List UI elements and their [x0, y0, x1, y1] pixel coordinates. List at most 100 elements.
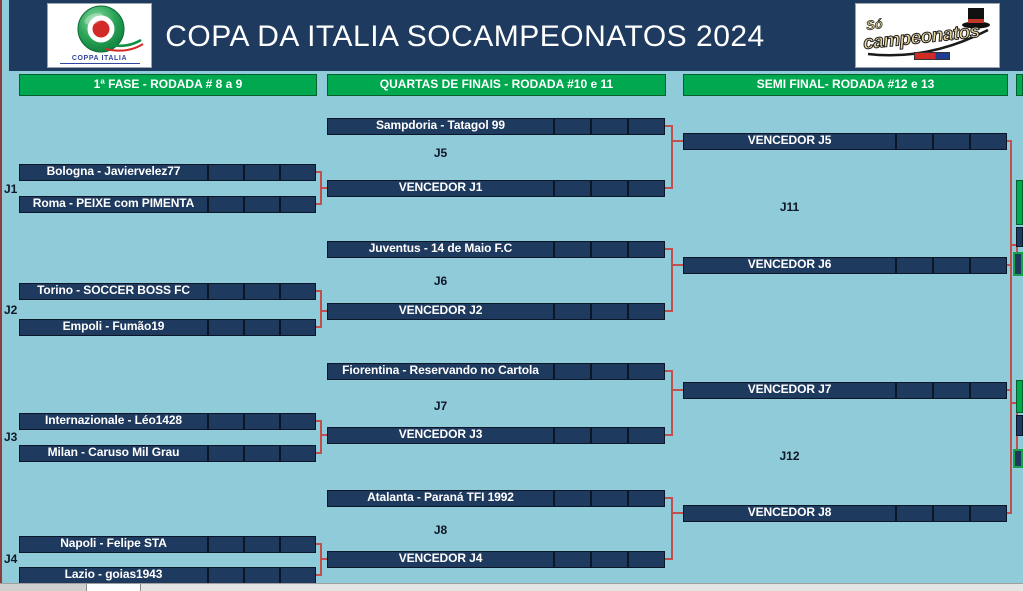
score-cell[interactable]	[590, 119, 627, 134]
score-cell[interactable]	[627, 304, 664, 319]
score-cell[interactable]	[553, 364, 590, 379]
team-name-cell[interactable]: Milan - Caruso Mil Grau	[47, 446, 180, 459]
score-cell[interactable]	[590, 304, 627, 319]
team-name-cell[interactable]: VENCEDOR J4	[398, 552, 483, 565]
score-cell[interactable]	[553, 242, 590, 257]
score-cell[interactable]	[553, 119, 590, 134]
team-name-cell[interactable]: Bologna - Javiervelez77	[46, 165, 181, 178]
score-cell[interactable]	[553, 304, 590, 319]
team-name-cell[interactable]: Atalanta - Paraná TFI 1992	[367, 491, 514, 504]
score-cell[interactable]	[207, 284, 243, 299]
score-cell[interactable]	[279, 537, 315, 552]
team-bar-vencedor-j6[interactable]: VENCEDOR J6	[683, 257, 1007, 274]
team-name-cell[interactable]: Sampdoria - Tatagol 99	[376, 119, 505, 132]
score-cell[interactable]	[590, 181, 627, 196]
score-cell[interactable]	[627, 428, 664, 443]
score-cell[interactable]	[895, 258, 932, 273]
team-bar-milan[interactable]: Milan - Caruso Mil Grau	[19, 445, 316, 462]
team-name-cell[interactable]: Fiorentina - Reservando no Cartola	[342, 364, 539, 377]
score-cell[interactable]	[932, 134, 969, 149]
score-cell[interactable]	[279, 165, 315, 180]
score-cell[interactable]	[590, 552, 627, 567]
score-cell[interactable]	[207, 414, 243, 429]
score-cell[interactable]	[243, 197, 279, 212]
team-bar-vencedor-j4[interactable]: VENCEDOR J4	[327, 551, 665, 568]
score-cell[interactable]	[553, 181, 590, 196]
score-cell[interactable]	[590, 364, 627, 379]
score-cell[interactable]	[243, 568, 279, 583]
score-cell[interactable]	[969, 258, 1006, 273]
score-cell[interactable]	[207, 320, 243, 335]
score-cell[interactable]	[932, 258, 969, 273]
score-cell[interactable]	[243, 284, 279, 299]
team-bar-vencedor-j7[interactable]: VENCEDOR J7	[683, 382, 1007, 399]
score-cell[interactable]	[932, 383, 969, 398]
score-cell[interactable]	[895, 383, 932, 398]
team-bar-napoli[interactable]: Napoli - Felipe STA	[19, 536, 316, 553]
score-cell[interactable]	[207, 537, 243, 552]
team-bar-atalanta[interactable]: Atalanta - Paraná TFI 1992	[327, 490, 665, 507]
team-name-cell[interactable]: VENCEDOR J3	[398, 428, 483, 441]
score-cell[interactable]	[969, 506, 1006, 521]
score-cell[interactable]	[553, 428, 590, 443]
team-bar-vencedor-j1[interactable]: VENCEDOR J1	[327, 180, 665, 197]
score-cell[interactable]	[243, 165, 279, 180]
score-cell[interactable]	[627, 491, 664, 506]
team-bar-empoli[interactable]: Empoli - Fumão19	[19, 319, 316, 336]
team-name-cell[interactable]: Lazio - goias1943	[64, 568, 163, 581]
team-bar-vencedor-j3[interactable]: VENCEDOR J3	[327, 427, 665, 444]
team-bar-internazionale[interactable]: Internazionale - Léo1428	[19, 413, 316, 430]
sheet-tab-inactive[interactable]	[0, 584, 86, 591]
team-name-cell[interactable]: VENCEDOR J5	[747, 134, 832, 147]
score-cell[interactable]	[279, 320, 315, 335]
score-cell[interactable]	[932, 506, 969, 521]
team-name-cell[interactable]: VENCEDOR J2	[398, 304, 483, 317]
score-cell[interactable]	[279, 568, 315, 583]
team-name-cell[interactable]: Juventus - 14 de Maio F.C	[368, 242, 513, 255]
score-cell[interactable]	[969, 383, 1006, 398]
score-cell[interactable]	[553, 552, 590, 567]
score-cell[interactable]	[279, 446, 315, 461]
team-name-cell[interactable]: VENCEDOR J7	[747, 383, 832, 396]
score-cell[interactable]	[243, 414, 279, 429]
score-cell[interactable]	[590, 242, 627, 257]
team-bar-vencedor-j8[interactable]: VENCEDOR J8	[683, 505, 1007, 522]
score-cell[interactable]	[627, 364, 664, 379]
score-cell[interactable]	[627, 242, 664, 257]
score-cell[interactable]	[243, 446, 279, 461]
score-cell[interactable]	[969, 134, 1006, 149]
score-cell[interactable]	[895, 134, 932, 149]
score-cell[interactable]	[207, 165, 243, 180]
score-cell[interactable]	[627, 119, 664, 134]
team-name-cell[interactable]: Empoli - Fumão19	[62, 320, 165, 333]
team-name-cell[interactable]: VENCEDOR J6	[747, 258, 832, 271]
team-name-cell[interactable]: VENCEDOR J8	[747, 506, 832, 519]
team-bar-sampdoria[interactable]: Sampdoria - Tatagol 99	[327, 118, 665, 135]
team-bar-vencedor-j2[interactable]: VENCEDOR J2	[327, 303, 665, 320]
team-name-cell[interactable]: VENCEDOR J1	[398, 181, 483, 194]
team-bar-torino[interactable]: Torino - SOCCER BOSS FC	[19, 283, 316, 300]
team-name-cell[interactable]: Internazionale - Léo1428	[45, 414, 182, 427]
team-name-cell[interactable]: Torino - SOCCER BOSS FC	[37, 284, 190, 297]
score-cell[interactable]	[627, 552, 664, 567]
score-cell[interactable]	[279, 284, 315, 299]
score-cell[interactable]	[207, 568, 243, 583]
team-name-cell[interactable]: Napoli - Felipe STA	[60, 537, 167, 550]
score-cell[interactable]	[243, 537, 279, 552]
team-bar-juventus[interactable]: Juventus - 14 de Maio F.C	[327, 241, 665, 258]
sheet-tab-active[interactable]	[86, 584, 141, 591]
score-cell[interactable]	[207, 197, 243, 212]
team-bar-lazio[interactable]: Lazio - goias1943	[19, 567, 316, 584]
score-cell[interactable]	[207, 446, 243, 461]
score-cell[interactable]	[279, 414, 315, 429]
score-cell[interactable]	[553, 491, 590, 506]
score-cell[interactable]	[590, 491, 627, 506]
score-cell[interactable]	[243, 320, 279, 335]
team-bar-bologna[interactable]: Bologna - Javiervelez77	[19, 164, 316, 181]
score-cell[interactable]	[895, 506, 932, 521]
team-bar-fiorentina[interactable]: Fiorentina - Reservando no Cartola	[327, 363, 665, 380]
team-name-cell[interactable]: Roma - PEIXE com PIMENTA	[32, 197, 195, 210]
team-bar-vencedor-j5[interactable]: VENCEDOR J5	[683, 133, 1007, 150]
score-cell[interactable]	[279, 197, 315, 212]
team-bar-roma[interactable]: Roma - PEIXE com PIMENTA	[19, 196, 316, 213]
